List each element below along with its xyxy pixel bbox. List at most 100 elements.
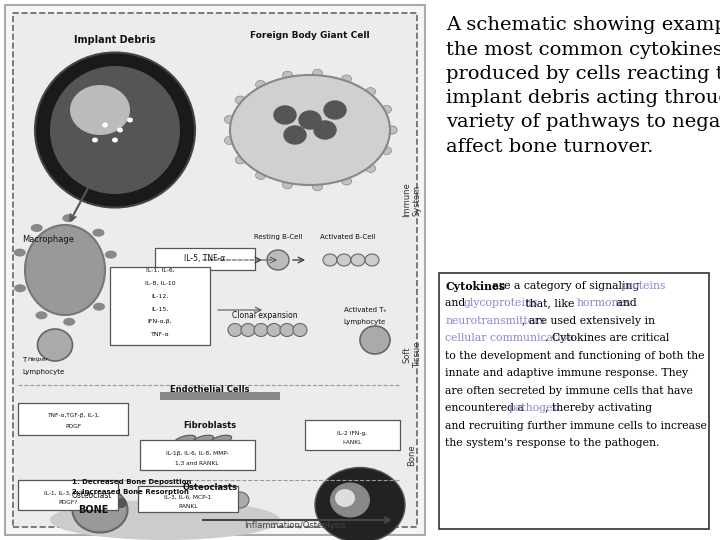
Text: Endothelial Cells: Endothelial Cells (170, 386, 250, 395)
Ellipse shape (274, 106, 296, 124)
Ellipse shape (79, 498, 91, 508)
Text: IL-3, IL-6, MCP-1: IL-3, IL-6, MCP-1 (164, 495, 212, 500)
Ellipse shape (235, 96, 246, 104)
Text: PDGF?: PDGF? (58, 501, 78, 505)
Bar (155, 248, 255, 270)
Ellipse shape (387, 126, 397, 134)
Ellipse shape (92, 229, 104, 237)
Text: PDGF: PDGF (65, 424, 81, 429)
Text: IL-1, IL-6,: IL-1, IL-6, (145, 267, 174, 273)
Text: that, like: that, like (522, 298, 578, 308)
Text: , are used extensively in: , are used extensively in (522, 316, 655, 326)
Ellipse shape (127, 118, 133, 123)
Ellipse shape (213, 492, 231, 508)
Bar (110, 267, 210, 345)
Ellipse shape (254, 323, 268, 336)
Ellipse shape (35, 312, 48, 319)
Text: A schematic showing examples of
the most common cytokines
produced by cells reac: A schematic showing examples of the most… (446, 16, 720, 156)
Ellipse shape (92, 138, 98, 143)
Ellipse shape (314, 121, 336, 139)
Bar (140, 440, 255, 470)
Bar (13, 13, 417, 527)
Bar (160, 392, 280, 400)
Ellipse shape (225, 116, 235, 124)
Ellipse shape (73, 488, 127, 532)
Text: are often secreted by immune cells that have: are often secreted by immune cells that … (445, 386, 693, 396)
Text: TNF-α,TGF-β, IL-1,: TNF-α,TGF-β, IL-1, (47, 414, 99, 418)
Ellipse shape (93, 303, 105, 310)
Text: Helper: Helper (28, 357, 49, 362)
Ellipse shape (312, 183, 323, 191)
Ellipse shape (387, 126, 397, 134)
Ellipse shape (63, 318, 75, 326)
Ellipse shape (37, 329, 73, 361)
Text: IL-2 IFN-g,: IL-2 IFN-g, (337, 430, 367, 435)
Text: Activated B-Cell: Activated B-Cell (320, 234, 376, 240)
Ellipse shape (324, 101, 346, 119)
Text: and: and (445, 298, 469, 308)
Ellipse shape (159, 492, 177, 508)
Ellipse shape (174, 435, 196, 445)
Text: IFN-α,β,: IFN-α,β, (148, 320, 172, 325)
Ellipse shape (177, 492, 195, 508)
Ellipse shape (366, 164, 376, 172)
Ellipse shape (366, 87, 376, 96)
Ellipse shape (50, 500, 280, 540)
Text: pathogen: pathogen (508, 403, 560, 413)
Ellipse shape (112, 138, 118, 143)
Text: Bone: Bone (408, 444, 416, 466)
Ellipse shape (280, 323, 294, 336)
Ellipse shape (25, 225, 105, 315)
Text: Soft
Tissue: Soft Tissue (402, 342, 422, 368)
Ellipse shape (267, 250, 289, 270)
Text: and recruiting further immune cells to increase: and recruiting further immune cells to i… (445, 421, 707, 431)
Text: proteins: proteins (621, 281, 666, 291)
Ellipse shape (228, 323, 242, 336)
Ellipse shape (230, 75, 390, 185)
Text: , thereby activating: , thereby activating (545, 403, 652, 413)
Text: encountered a: encountered a (445, 403, 528, 413)
Text: Cytokines: Cytokines (445, 281, 505, 292)
Bar (439, 273, 709, 529)
Ellipse shape (14, 284, 26, 292)
Ellipse shape (105, 251, 117, 259)
Text: Implant Debris: Implant Debris (74, 35, 156, 45)
Bar (138, 486, 238, 512)
Ellipse shape (323, 254, 337, 266)
Text: IL-1β, IL-6, IL-8, MMP-: IL-1β, IL-6, IL-8, MMP- (166, 450, 228, 456)
Text: Activated Tₕ: Activated Tₕ (344, 307, 386, 313)
Text: . Cytokines are critical: . Cytokines are critical (545, 333, 669, 343)
Text: to the development and functioning of both the: to the development and functioning of bo… (445, 350, 705, 361)
Text: IL-15,: IL-15, (151, 307, 168, 312)
Text: Clonal expansion: Clonal expansion (232, 310, 298, 320)
Ellipse shape (195, 492, 213, 508)
Text: IL-1, IL-3, TNF-α,: IL-1, IL-3, TNF-α, (44, 490, 92, 496)
Ellipse shape (382, 146, 392, 154)
Ellipse shape (241, 323, 255, 336)
Ellipse shape (335, 489, 355, 507)
Bar (18, 480, 118, 510)
Ellipse shape (282, 71, 292, 79)
Ellipse shape (210, 435, 232, 445)
Ellipse shape (293, 323, 307, 336)
Ellipse shape (35, 52, 195, 207)
Text: RANKL: RANKL (179, 504, 198, 510)
Bar (18, 403, 128, 435)
Ellipse shape (256, 172, 266, 179)
Text: Resting B-Cell: Resting B-Cell (254, 234, 302, 240)
Ellipse shape (315, 468, 405, 540)
Ellipse shape (70, 85, 130, 135)
Text: innate and adaptive immune response. They: innate and adaptive immune response. The… (445, 368, 688, 378)
Text: hormones: hormones (577, 298, 631, 308)
Text: T: T (22, 357, 26, 363)
Text: Macrophage: Macrophage (22, 235, 74, 245)
Bar (5, 5, 425, 535)
Ellipse shape (63, 214, 74, 222)
Text: Immune
System: Immune System (402, 183, 422, 218)
Text: 1,3 and RANKL: 1,3 and RANKL (175, 461, 219, 465)
Text: 1. Decreased Bone Deposition: 1. Decreased Bone Deposition (72, 479, 192, 485)
Bar (305, 420, 400, 450)
Ellipse shape (351, 254, 365, 266)
Text: Lymphocyte: Lymphocyte (344, 319, 386, 325)
Text: Fibroblasts: Fibroblasts (184, 421, 237, 429)
